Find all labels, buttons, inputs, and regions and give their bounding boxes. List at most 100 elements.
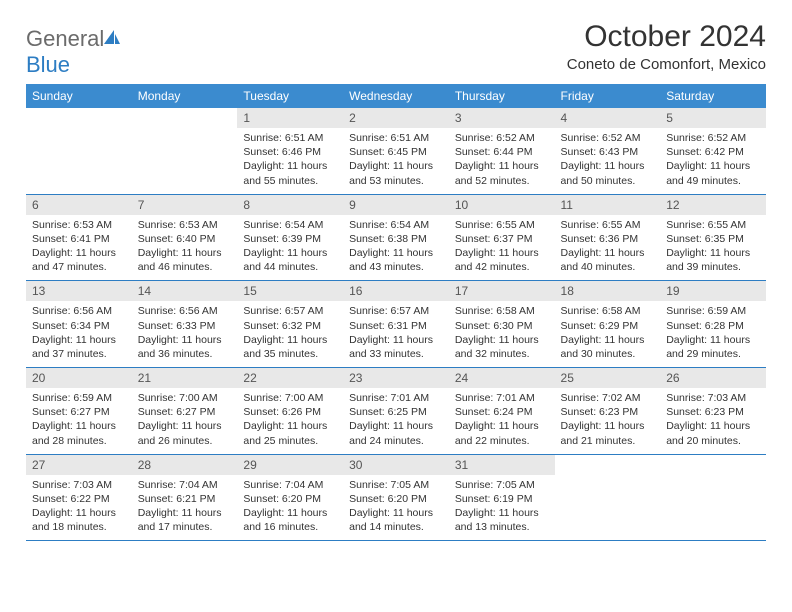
day-cell: 10Sunrise: 6:55 AMSunset: 6:37 PMDayligh… bbox=[449, 194, 555, 281]
day-number: 10 bbox=[449, 195, 555, 215]
day-details: Sunrise: 7:04 AMSunset: 6:20 PMDaylight:… bbox=[237, 475, 343, 541]
day-line: Daylight: 11 hours bbox=[138, 506, 232, 520]
day-line: and 47 minutes. bbox=[32, 260, 126, 274]
day-line: and 20 minutes. bbox=[666, 434, 760, 448]
day-line: Sunrise: 6:52 AM bbox=[561, 131, 655, 145]
day-cell: 30Sunrise: 7:05 AMSunset: 6:20 PMDayligh… bbox=[343, 454, 449, 541]
month-title: October 2024 bbox=[567, 20, 766, 54]
day-line: and 16 minutes. bbox=[243, 520, 337, 534]
day-details: Sunrise: 6:54 AMSunset: 6:38 PMDaylight:… bbox=[343, 215, 449, 281]
day-line: Daylight: 11 hours bbox=[666, 246, 760, 260]
day-line: Sunrise: 6:55 AM bbox=[455, 218, 549, 232]
day-line: Sunrise: 6:55 AM bbox=[561, 218, 655, 232]
day-line: and 50 minutes. bbox=[561, 174, 655, 188]
day-cell: 3Sunrise: 6:52 AMSunset: 6:44 PMDaylight… bbox=[449, 108, 555, 194]
day-line: and 36 minutes. bbox=[138, 347, 232, 361]
day-line: Daylight: 11 hours bbox=[561, 159, 655, 173]
day-details: Sunrise: 6:59 AMSunset: 6:28 PMDaylight:… bbox=[660, 301, 766, 367]
day-details: Sunrise: 6:53 AMSunset: 6:41 PMDaylight:… bbox=[26, 215, 132, 281]
day-line: Sunrise: 6:57 AM bbox=[349, 304, 443, 318]
day-line: Sunset: 6:21 PM bbox=[138, 492, 232, 506]
day-line: Sunrise: 6:51 AM bbox=[349, 131, 443, 145]
day-details: Sunrise: 6:58 AMSunset: 6:30 PMDaylight:… bbox=[449, 301, 555, 367]
day-number: 3 bbox=[449, 108, 555, 128]
day-line: Sunrise: 6:52 AM bbox=[455, 131, 549, 145]
day-number: 1 bbox=[237, 108, 343, 128]
day-line: and 43 minutes. bbox=[349, 260, 443, 274]
day-line: Sunrise: 6:59 AM bbox=[32, 391, 126, 405]
day-line: Daylight: 11 hours bbox=[666, 419, 760, 433]
day-line: Sunset: 6:28 PM bbox=[666, 319, 760, 333]
day-line: Sunrise: 7:03 AM bbox=[32, 478, 126, 492]
col-monday: Monday bbox=[132, 84, 238, 108]
day-cell: 16Sunrise: 6:57 AMSunset: 6:31 PMDayligh… bbox=[343, 281, 449, 368]
day-details: Sunrise: 6:51 AMSunset: 6:45 PMDaylight:… bbox=[343, 128, 449, 194]
week-row: 27Sunrise: 7:03 AMSunset: 6:22 PMDayligh… bbox=[26, 454, 766, 541]
day-line: and 30 minutes. bbox=[561, 347, 655, 361]
day-cell: 14Sunrise: 6:56 AMSunset: 6:33 PMDayligh… bbox=[132, 281, 238, 368]
logo-sail-icon bbox=[102, 26, 122, 52]
day-line: Sunset: 6:29 PM bbox=[561, 319, 655, 333]
day-cell: 11Sunrise: 6:55 AMSunset: 6:36 PMDayligh… bbox=[555, 194, 661, 281]
day-line: and 25 minutes. bbox=[243, 434, 337, 448]
day-cell: 1Sunrise: 6:51 AMSunset: 6:46 PMDaylight… bbox=[237, 108, 343, 194]
day-line: Sunset: 6:22 PM bbox=[32, 492, 126, 506]
day-line: Daylight: 11 hours bbox=[455, 419, 549, 433]
day-line: Sunset: 6:32 PM bbox=[243, 319, 337, 333]
day-details: Sunrise: 6:59 AMSunset: 6:27 PMDaylight:… bbox=[26, 388, 132, 454]
day-line: Daylight: 11 hours bbox=[32, 246, 126, 260]
day-line: Sunset: 6:25 PM bbox=[349, 405, 443, 419]
day-line: Sunrise: 6:54 AM bbox=[349, 218, 443, 232]
day-line: Sunset: 6:23 PM bbox=[561, 405, 655, 419]
day-line: Sunrise: 6:58 AM bbox=[455, 304, 549, 318]
day-line: and 21 minutes. bbox=[561, 434, 655, 448]
day-line: and 29 minutes. bbox=[666, 347, 760, 361]
day-cell: 31Sunrise: 7:05 AMSunset: 6:19 PMDayligh… bbox=[449, 454, 555, 541]
day-cell: 4Sunrise: 6:52 AMSunset: 6:43 PMDaylight… bbox=[555, 108, 661, 194]
day-line: Sunrise: 6:56 AM bbox=[138, 304, 232, 318]
day-number: 23 bbox=[343, 368, 449, 388]
day-details: Sunrise: 7:03 AMSunset: 6:23 PMDaylight:… bbox=[660, 388, 766, 454]
day-line: Daylight: 11 hours bbox=[32, 333, 126, 347]
day-cell: 27Sunrise: 7:03 AMSunset: 6:22 PMDayligh… bbox=[26, 454, 132, 541]
day-number: 20 bbox=[26, 368, 132, 388]
day-number: 9 bbox=[343, 195, 449, 215]
day-line: Sunrise: 6:58 AM bbox=[561, 304, 655, 318]
day-line: Sunset: 6:39 PM bbox=[243, 232, 337, 246]
day-line: Daylight: 11 hours bbox=[243, 159, 337, 173]
day-cell: 24Sunrise: 7:01 AMSunset: 6:24 PMDayligh… bbox=[449, 368, 555, 455]
day-line: Sunrise: 7:00 AM bbox=[243, 391, 337, 405]
day-line: Sunrise: 6:53 AM bbox=[32, 218, 126, 232]
day-number: 11 bbox=[555, 195, 661, 215]
day-cell: 22Sunrise: 7:00 AMSunset: 6:26 PMDayligh… bbox=[237, 368, 343, 455]
day-details: Sunrise: 7:04 AMSunset: 6:21 PMDaylight:… bbox=[132, 475, 238, 541]
day-number: 5 bbox=[660, 108, 766, 128]
day-line: Sunset: 6:20 PM bbox=[243, 492, 337, 506]
day-details: Sunrise: 6:55 AMSunset: 6:36 PMDaylight:… bbox=[555, 215, 661, 281]
day-line: Daylight: 11 hours bbox=[455, 246, 549, 260]
day-number: 22 bbox=[237, 368, 343, 388]
day-line: Sunset: 6:40 PM bbox=[138, 232, 232, 246]
day-line: Daylight: 11 hours bbox=[243, 506, 337, 520]
day-line: Daylight: 11 hours bbox=[138, 333, 232, 347]
day-line: Sunrise: 6:57 AM bbox=[243, 304, 337, 318]
day-line: Sunrise: 7:04 AM bbox=[243, 478, 337, 492]
day-line: and 33 minutes. bbox=[349, 347, 443, 361]
day-number: 28 bbox=[132, 455, 238, 475]
day-line: Sunset: 6:38 PM bbox=[349, 232, 443, 246]
day-line: and 53 minutes. bbox=[349, 174, 443, 188]
day-line: Daylight: 11 hours bbox=[349, 333, 443, 347]
day-number: 17 bbox=[449, 281, 555, 301]
col-tuesday: Tuesday bbox=[237, 84, 343, 108]
day-line: Sunset: 6:19 PM bbox=[455, 492, 549, 506]
day-number: 21 bbox=[132, 368, 238, 388]
day-cell: 2Sunrise: 6:51 AMSunset: 6:45 PMDaylight… bbox=[343, 108, 449, 194]
day-line: Daylight: 11 hours bbox=[561, 333, 655, 347]
day-line: Sunrise: 7:04 AM bbox=[138, 478, 232, 492]
day-line: Sunrise: 6:52 AM bbox=[666, 131, 760, 145]
day-number: 18 bbox=[555, 281, 661, 301]
day-cell: 12Sunrise: 6:55 AMSunset: 6:35 PMDayligh… bbox=[660, 194, 766, 281]
day-cell: 9Sunrise: 6:54 AMSunset: 6:38 PMDaylight… bbox=[343, 194, 449, 281]
col-sunday: Sunday bbox=[26, 84, 132, 108]
day-cell bbox=[26, 108, 132, 194]
